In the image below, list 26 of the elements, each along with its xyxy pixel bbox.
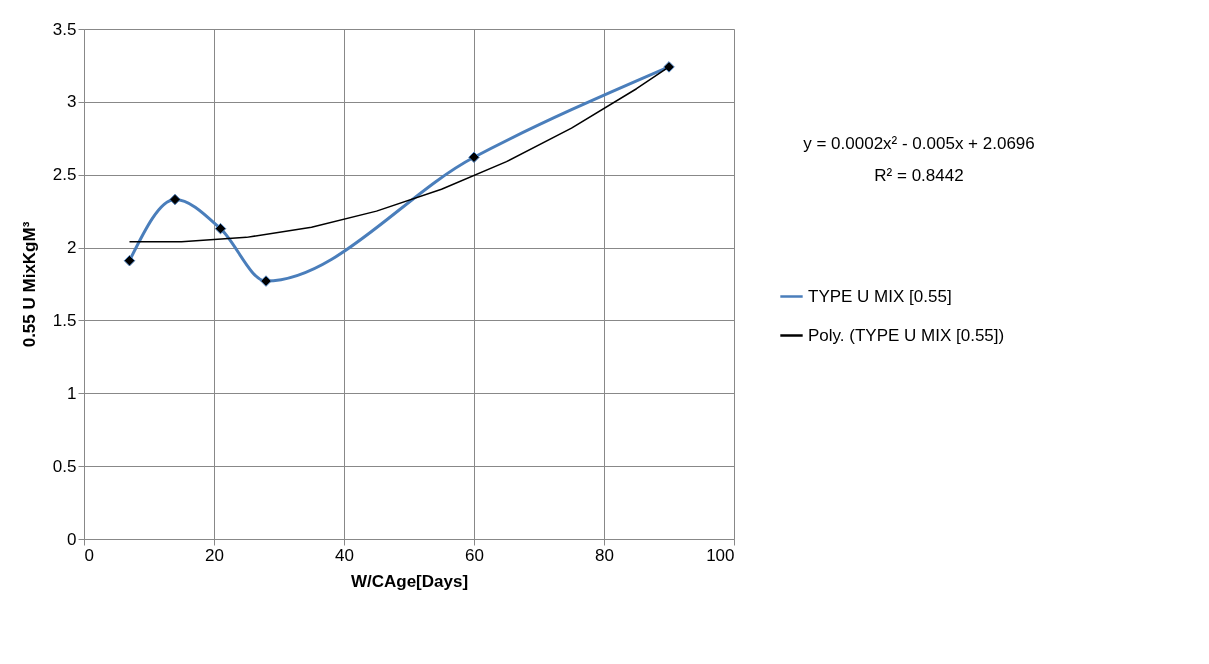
point: [169, 193, 181, 206]
point: [260, 275, 272, 287]
y-tick-label: 0: [67, 529, 77, 549]
text: y = 0.0002x² - 0.005x + 2.0696: [803, 134, 1035, 153]
text: R² = 0.8442: [874, 166, 964, 185]
y-tick-label: 0.5: [52, 456, 77, 476]
y-tick-label: 2: [67, 238, 77, 258]
x-axis-title: W/CAge[Days]: [350, 571, 469, 591]
y-tick-label: 1.5: [52, 310, 77, 330]
x-tick-label: 40: [335, 545, 354, 565]
point: [123, 254, 136, 267]
legend-label: Poly. (TYPE U MIX [0.55]): [808, 325, 1005, 345]
x-tick-label: 100: [706, 545, 735, 565]
legend-label: TYPE U MIX [0.55]: [808, 286, 952, 306]
point: [663, 61, 675, 73]
y-tick-label: 2.5: [52, 165, 77, 185]
x-tick-label: 20: [205, 545, 224, 565]
x-tick-label: 0: [84, 545, 94, 565]
point: [468, 151, 480, 163]
y-tick-label: 3: [67, 92, 77, 112]
x-tick-label: 60: [465, 545, 484, 565]
y-tick-label: 1: [67, 383, 77, 403]
y-tick-label: 3.5: [52, 19, 77, 39]
x-tick-label: 80: [595, 545, 614, 565]
y-axis-title: 0.55 U MixKgM³: [19, 221, 39, 348]
point: [214, 222, 227, 235]
